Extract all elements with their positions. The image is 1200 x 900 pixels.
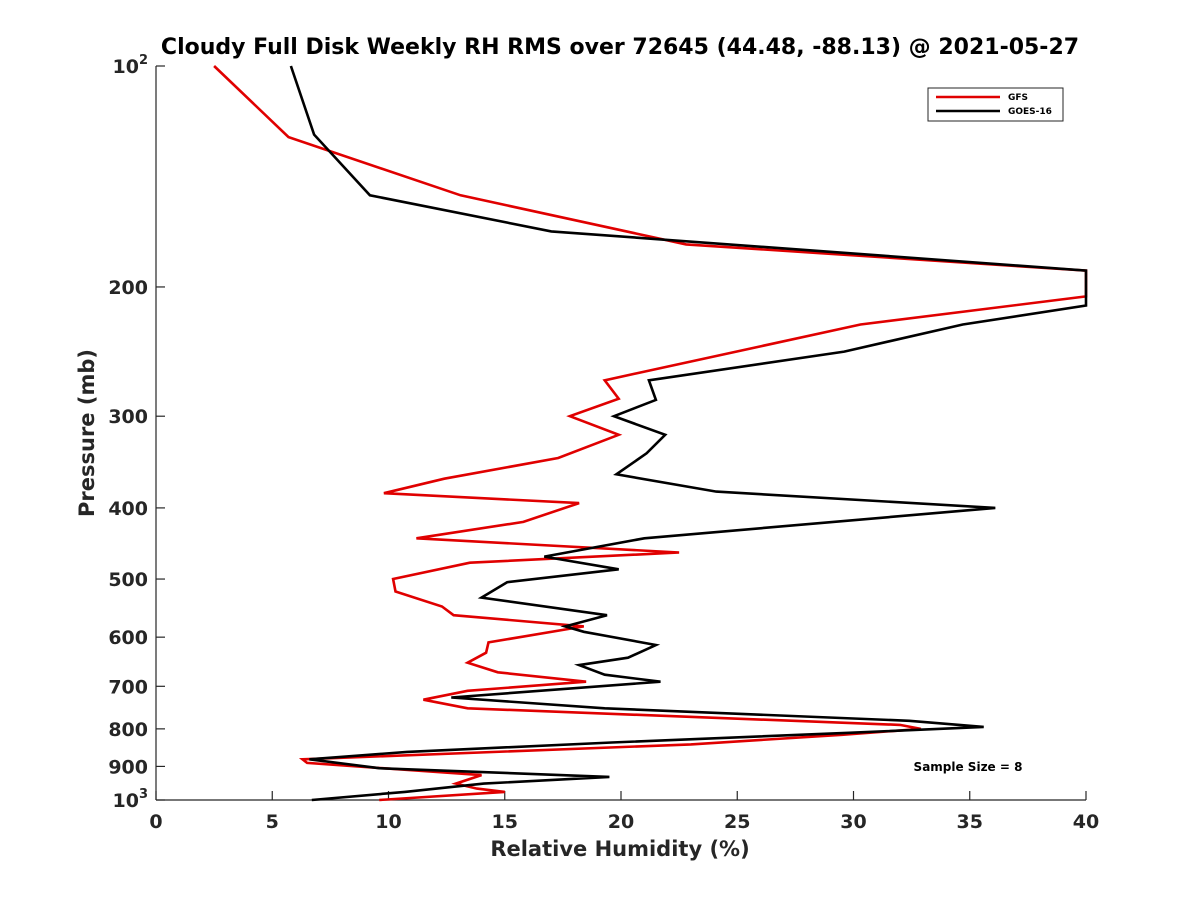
series-line-goes-16 <box>289 65 1088 802</box>
y-axis-label: Pressure (mb) <box>75 349 99 517</box>
sample-size-annotation: Sample Size = 8 <box>914 760 1023 774</box>
y-tick-label-base: 10 <box>113 790 139 812</box>
y-tick-label: 600 <box>108 627 148 649</box>
y-tick-label: 500 <box>108 569 148 591</box>
y-tick-label: 400 <box>108 498 148 520</box>
y-tick-label: 800 <box>108 719 148 741</box>
x-tick-label: 15 <box>492 811 518 833</box>
y-tick-label: 700 <box>108 676 148 698</box>
x-tick-label: 25 <box>724 811 750 833</box>
y-tick-label-base: 10 <box>113 56 139 78</box>
x-tick-label: 35 <box>957 811 983 833</box>
legend-label: GFS <box>1008 93 1028 103</box>
series-line-gfs <box>213 65 1088 802</box>
legend-label: GOES-16 <box>1008 107 1052 117</box>
y-tick-label: 200 <box>108 277 148 299</box>
y-tick-label: 300 <box>108 406 148 428</box>
y-tick-label: 102 <box>113 53 149 78</box>
y-tick-label: 103 <box>113 787 149 812</box>
y-tick-label-exponent: 3 <box>139 787 148 802</box>
x-tick-label: 30 <box>840 811 866 833</box>
x-tick-label: 0 <box>149 811 162 833</box>
x-tick-label: 20 <box>608 811 634 833</box>
y-tick-label-exponent: 2 <box>139 53 148 68</box>
chart-title: Cloudy Full Disk Weekly RH RMS over 7264… <box>161 35 1079 60</box>
y-tick-label: 900 <box>108 756 148 778</box>
x-tick-label: 10 <box>375 811 401 833</box>
legend: GFS GOES-16 <box>927 87 1064 122</box>
plot-area <box>155 66 1086 801</box>
x-tick-label: 5 <box>266 811 279 833</box>
series-layer <box>213 65 1088 802</box>
legend-box <box>927 87 1064 122</box>
x-axis-ticks: 0 5 10 15 20 25 30 35 40 <box>149 791 1099 833</box>
x-tick-label: 40 <box>1073 811 1099 833</box>
x-axis-label: Relative Humidity (%) <box>490 837 749 861</box>
